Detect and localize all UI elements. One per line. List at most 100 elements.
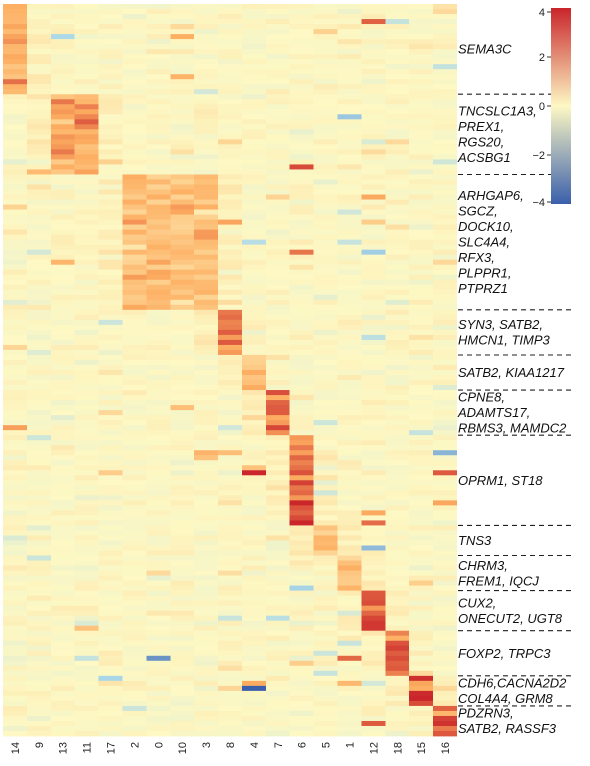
column-label: 4 xyxy=(249,742,261,748)
gene-label: RFX3, xyxy=(458,250,495,265)
heatmap-row xyxy=(3,505,457,511)
heatmap-row xyxy=(3,74,457,80)
heatmap-row xyxy=(3,465,457,471)
heatmap-row xyxy=(3,580,457,586)
heatmap-row xyxy=(3,204,457,210)
heatmap-row xyxy=(3,24,457,30)
heatmap-row xyxy=(3,254,457,261)
heatmap-row xyxy=(3,84,457,90)
gene-label: SLC4A4, xyxy=(458,235,510,250)
gene-label: SATB2, RASSF3 xyxy=(458,721,557,736)
gene-label: CPNE8, xyxy=(458,390,505,405)
heatmap-row xyxy=(3,395,457,401)
gene-label: ONECUT2, UGT8 xyxy=(458,611,563,626)
gene-label: SGCZ, xyxy=(458,204,498,219)
gene-label: COL4A4, GRM8 xyxy=(458,691,553,706)
heatmap-row xyxy=(3,710,457,717)
column-label: 12 xyxy=(368,742,380,754)
heatmap-row xyxy=(3,545,457,551)
heatmap-row xyxy=(3,615,457,622)
heatmap-row xyxy=(3,440,457,446)
heatmap-row xyxy=(3,129,457,135)
heatmap-row xyxy=(3,209,457,215)
gene-label: SEMA3C xyxy=(458,42,512,57)
heatmap-row xyxy=(3,565,457,571)
gene-label: ACSBG1 xyxy=(457,150,511,165)
heatmap-row xyxy=(3,445,457,451)
heatmap-row xyxy=(3,44,457,50)
gene-labels: SEMA3C TNCSLC1A3,PREX1,RGS20,ACSBG1 ARHGAP… xyxy=(457,42,567,737)
gene-label: HMCN1, TIMP3 xyxy=(458,333,551,348)
gene-label: FREM1, IQCJ xyxy=(458,573,539,588)
heatmap-row xyxy=(3,605,457,612)
heatmap-row xyxy=(3,104,457,110)
heatmap-row xyxy=(3,199,457,205)
gene-label: OPRM1, ST18 xyxy=(458,473,543,488)
heatmap-row xyxy=(3,525,457,531)
heatmap-row xyxy=(3,410,457,416)
heatmap-row xyxy=(3,610,457,617)
gene-label: TNCSLC1A3, xyxy=(458,104,537,119)
heatmap-row xyxy=(3,309,457,316)
heatmap-row xyxy=(3,500,457,506)
column-label: 9 xyxy=(34,742,46,748)
gene-label: PDZRN3, xyxy=(458,706,514,721)
heatmap-row xyxy=(3,349,457,356)
heatmap-row xyxy=(3,224,457,231)
column-label: 6 xyxy=(297,742,309,748)
heatmap-row xyxy=(3,725,457,732)
heatmap-row xyxy=(3,139,457,145)
column-label: 14 xyxy=(10,742,22,754)
heatmap-row xyxy=(3,655,457,662)
column-label: 5 xyxy=(321,742,333,748)
heatmap-row xyxy=(3,625,457,632)
heatmap-row xyxy=(3,114,457,120)
heatmap-row xyxy=(3,370,457,376)
colorbar-gradient xyxy=(551,8,571,204)
heatmap-row xyxy=(3,54,457,60)
heatmap-row xyxy=(3,99,457,105)
heatmap-row xyxy=(3,620,457,627)
heatmap-row xyxy=(3,134,457,140)
heatmap-row xyxy=(3,425,457,431)
heatmap-row xyxy=(3,189,457,195)
heatmap-row xyxy=(3,359,457,366)
heatmap-row xyxy=(3,259,457,266)
column-label: 3 xyxy=(201,742,213,748)
heatmap-row xyxy=(3,164,457,170)
heatmap-row xyxy=(3,154,457,160)
heatmap-row xyxy=(3,79,457,85)
heatmap-row xyxy=(3,635,457,642)
gene-label: PLPPR1, xyxy=(458,266,511,281)
heatmap-cells xyxy=(3,4,457,737)
heatmap-row xyxy=(3,219,457,225)
column-label: 7 xyxy=(273,742,285,748)
heatmap-row xyxy=(3,124,457,130)
colorbar: 4 2 0 −2 −4 xyxy=(532,7,571,209)
heatmap-row xyxy=(3,650,457,657)
column-label: 18 xyxy=(392,742,404,754)
heatmap-row xyxy=(3,109,457,115)
heatmap-row xyxy=(3,64,457,70)
heatmap-row xyxy=(3,590,457,597)
heatmap-row xyxy=(3,159,457,165)
heatmap-row xyxy=(3,520,457,526)
heatmap-row xyxy=(3,690,457,697)
heatmap-row xyxy=(3,385,457,391)
column-label: 15 xyxy=(416,742,428,754)
column-label: 17 xyxy=(106,742,118,754)
heatmap-row xyxy=(3,229,457,236)
heatmap-row xyxy=(3,314,457,321)
heatmap-row xyxy=(3,460,457,466)
heatmap-row xyxy=(3,19,457,25)
gene-label: RGS20, xyxy=(458,135,504,150)
heatmap-row xyxy=(3,184,457,190)
heatmap-row xyxy=(3,555,457,561)
column-label: 10 xyxy=(177,742,189,754)
heatmap-row xyxy=(3,695,457,702)
heatmap-row xyxy=(3,239,457,246)
heatmap-row xyxy=(3,194,457,200)
heatmap-row xyxy=(3,289,457,296)
heatmap-row xyxy=(3,405,457,411)
heatmap-row xyxy=(3,274,457,281)
